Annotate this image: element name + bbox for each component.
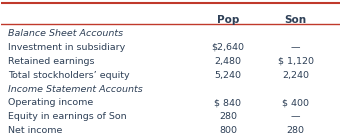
- Text: 2,240: 2,240: [282, 71, 309, 80]
- Text: $ 840: $ 840: [214, 98, 241, 108]
- Text: $2,640: $2,640: [211, 43, 244, 52]
- Text: Equity in earnings of Son: Equity in earnings of Son: [8, 112, 127, 121]
- Text: $ 1,120: $ 1,120: [278, 57, 314, 66]
- Text: 2,480: 2,480: [214, 57, 241, 66]
- Text: —: —: [291, 43, 300, 52]
- Text: Income Statement Accounts: Income Statement Accounts: [8, 85, 143, 94]
- Text: Operating income: Operating income: [8, 98, 93, 108]
- Text: 280: 280: [219, 112, 237, 121]
- Text: Retained earnings: Retained earnings: [8, 57, 95, 66]
- Text: Pop: Pop: [217, 15, 239, 25]
- Text: 280: 280: [287, 126, 305, 135]
- Text: Total stockholders’ equity: Total stockholders’ equity: [8, 71, 130, 80]
- Text: Investment in subsidiary: Investment in subsidiary: [8, 43, 125, 52]
- Text: $ 400: $ 400: [282, 98, 309, 108]
- Text: Son: Son: [285, 15, 307, 25]
- Text: 5,240: 5,240: [214, 71, 241, 80]
- Text: —: —: [291, 112, 300, 121]
- Text: Net income: Net income: [8, 126, 62, 135]
- Text: 800: 800: [219, 126, 237, 135]
- Text: Balance Sheet Accounts: Balance Sheet Accounts: [8, 29, 123, 38]
